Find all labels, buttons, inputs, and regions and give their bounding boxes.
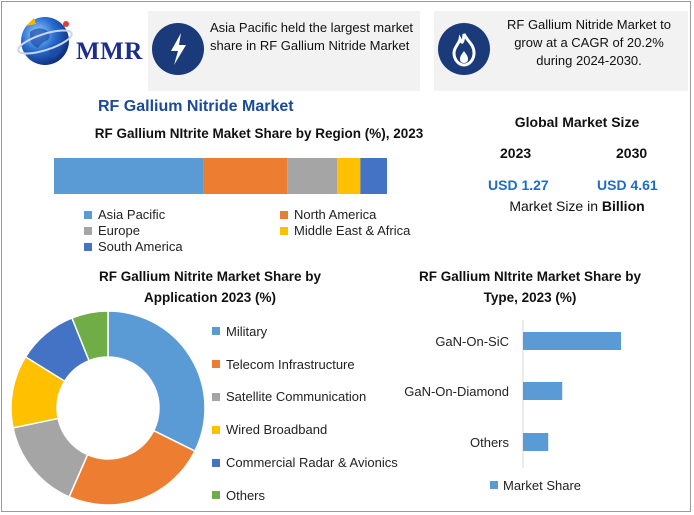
donut-slice-1 — [68, 429, 196, 506]
year-2030: 2030 — [616, 145, 648, 161]
region-chart-title: RF Gallium NItrite Maket Share by Region… — [94, 126, 424, 141]
region-legend-item: Middle East & Africa — [280, 223, 430, 238]
legend-swatch — [212, 458, 220, 467]
type-category-label: GaN-On-Diamond — [404, 384, 509, 399]
region-legend-item: South America — [84, 239, 280, 254]
legend-label: Europe — [98, 223, 140, 238]
type-chart-title: RF Gallium NItrite Market Share by Type,… — [418, 269, 642, 305]
legend-swatch — [212, 491, 220, 500]
region-bar-segment-2 — [287, 158, 338, 194]
legend-swatch — [212, 360, 220, 369]
region-legend-item: North America — [280, 207, 430, 222]
legend-label: Middle East & Africa — [294, 223, 411, 238]
legend-label: Others — [226, 487, 266, 503]
legend-swatch — [84, 210, 92, 219]
application-legend-item: Telecom Infrastructure — [212, 348, 422, 381]
application-legend: Military Telecom Infrastructure Satellite … — [212, 315, 422, 511]
lightning-icon — [171, 33, 186, 65]
legend-label: Military — [226, 323, 268, 339]
region-legend-item: Europe — [84, 223, 280, 238]
donut-slice-5 — [70, 310, 109, 362]
type-legend-label: Market Share — [503, 478, 581, 493]
application-chart-title: RF Gallium Nitrite Market Share by Appli… — [98, 269, 322, 305]
application-donut-chart — [10, 310, 206, 506]
region-legend-item: Asia Pacific — [84, 207, 280, 222]
year-2023: 2023 — [500, 145, 532, 161]
donut-slice-0 — [107, 310, 206, 453]
legend-label: Telecom Infrastructure — [226, 356, 355, 372]
region-legend: Asia Pacific North America Europe Middle Ea… — [84, 207, 424, 254]
region-bar-segment-1 — [203, 158, 288, 194]
legend-swatch — [84, 226, 92, 235]
legend-swatch — [84, 242, 92, 251]
banner-icon-circle — [438, 23, 490, 75]
legend-swatch — [212, 425, 220, 434]
region-bar-segment-4 — [360, 158, 387, 194]
market-size-unit: Market Size in Billion — [472, 198, 682, 214]
market-size-2030-value: USD 4.61 — [597, 177, 658, 193]
type-bar-2 — [523, 433, 549, 451]
legend-label: South America — [98, 239, 183, 254]
type-legend-swatch — [490, 481, 498, 489]
market-size-unit-bold: Billion — [601, 198, 645, 214]
application-legend-item: Wired Broadband — [212, 413, 422, 446]
banner-text: Asia Pacific held the largest market sha… — [210, 20, 414, 53]
main-title: RF Gallium Nitride Market — [98, 98, 294, 115]
legend-swatch — [212, 327, 220, 336]
legend-swatch — [280, 226, 288, 235]
region-bar-segment-0 — [54, 158, 204, 194]
banner-icon-circle — [152, 23, 204, 75]
application-legend-item: Military — [212, 315, 422, 348]
market-size-heading: Global Market Size — [514, 114, 640, 130]
application-legend-item: Others — [212, 479, 422, 511]
globe-icon — [17, 17, 73, 65]
type-category-label: Others — [470, 435, 510, 450]
legend-label: Wired Broadband — [226, 422, 328, 438]
banner-largest-share: Asia Pacific held the largest market sha… — [148, 11, 420, 91]
type-bar-chart: GaN-On-SiC GaN-On-Diamond Others Market Sha… — [404, 320, 621, 493]
market-size-unit-prefix: Market Size in — [509, 198, 602, 214]
banner-cagr: RF Gallium Nitride Market to grow at a C… — [434, 11, 688, 91]
market-size-2023-value: USD 1.27 — [488, 177, 549, 193]
legend-swatch — [280, 210, 288, 219]
type-category-label: GaN-On-SiC — [435, 334, 509, 349]
banner-text: RF Gallium Nitride Market to grow at a C… — [507, 17, 671, 68]
type-bar-1 — [523, 382, 563, 400]
legend-label: Commercial Radar & Avionics — [226, 455, 398, 471]
legend-label: Asia Pacific — [98, 207, 166, 222]
flame-icon — [452, 33, 476, 67]
type-bar-0 — [523, 332, 621, 350]
region-bar-segment-3 — [337, 158, 361, 194]
logo: MMR — [16, 12, 148, 70]
legend-swatch — [212, 392, 220, 401]
legend-label: North America — [294, 207, 377, 222]
application-legend-item: Commercial Radar & Avionics — [212, 446, 422, 479]
legend-label: Satellite Communication — [226, 389, 367, 405]
logo-text: MMR — [76, 38, 143, 65]
application-legend-item: Satellite Communication — [212, 381, 422, 414]
region-stacked-bar — [54, 158, 387, 194]
